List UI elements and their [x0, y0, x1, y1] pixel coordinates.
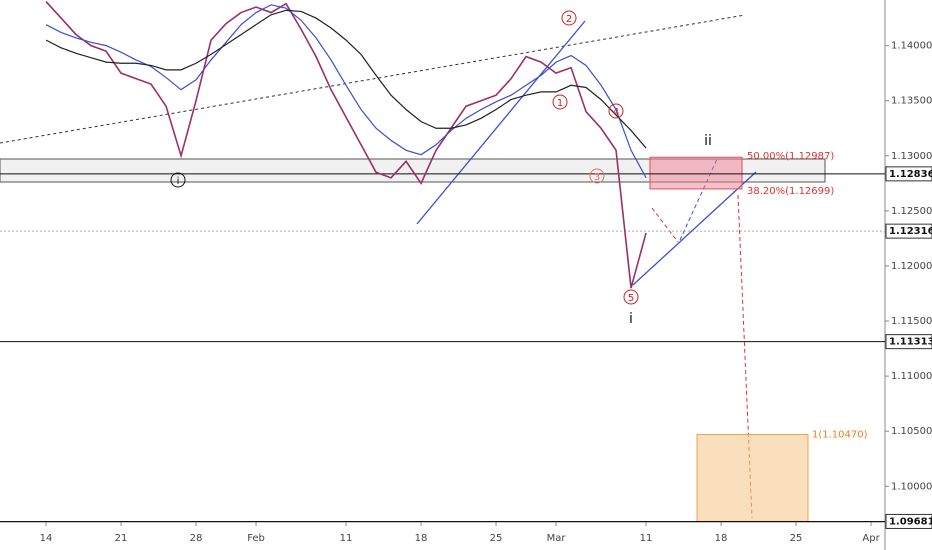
arrow — [651, 207, 679, 243]
wave-label: ii — [704, 133, 712, 149]
series-line — [45, 1, 647, 289]
x-tick-label: Mar — [547, 533, 567, 544]
level-label-box — [885, 334, 932, 350]
wave-label: 3 — [594, 172, 600, 183]
wave-circle — [561, 10, 577, 26]
wave-label: 2 — [566, 14, 572, 25]
x-tick-label: 11 — [640, 533, 653, 544]
level-label-box — [885, 223, 932, 239]
x-tick-label: 21 — [115, 533, 128, 544]
level-label: 1.12836 — [889, 169, 932, 180]
x-tick-label: 25 — [490, 533, 503, 544]
x-tick-label: 18 — [415, 533, 428, 544]
y-tick-label: 1.11000 — [891, 371, 932, 382]
x-tick-label: 14 — [40, 533, 53, 544]
wave-circle — [608, 103, 624, 119]
fib-label: 50.00%(1.12987) — [747, 151, 834, 162]
wave-circle — [623, 289, 639, 305]
y-tick-label: 1.11500 — [891, 316, 932, 327]
x-tick-label: 18 — [715, 533, 728, 544]
series-line — [45, 9, 647, 149]
wave-circle — [170, 172, 186, 188]
fib-label: 1(1.10470) — [812, 430, 868, 441]
wave-label: 1 — [557, 98, 563, 109]
wave-label: i — [629, 311, 633, 327]
wave-label: i — [177, 176, 180, 187]
x-tick-label: 28 — [190, 533, 203, 544]
fib-label: 38.20%(1.12699) — [747, 186, 834, 197]
wave-label: 4 — [613, 107, 619, 118]
level-label: 1.11313 — [889, 337, 932, 348]
level-label-box — [885, 166, 932, 182]
y-tick-label: 1.12500 — [891, 206, 932, 217]
wave-label: 5 — [628, 293, 634, 304]
wave-circle — [589, 168, 605, 184]
y-tick-label: 1.12000 — [891, 261, 932, 272]
level-label: 1.09681 — [889, 516, 932, 527]
y-tick-label: 1.14000 — [891, 41, 932, 52]
arrow — [679, 156, 719, 241]
x-tick-label: 25 — [790, 533, 803, 544]
trend-line — [416, 20, 586, 225]
y-tick-label: 1.13500 — [891, 96, 932, 107]
y-tick-label: 1.10500 — [891, 426, 932, 437]
x-tick-label: Apr — [862, 533, 880, 544]
level-label: 1.12316 — [889, 226, 932, 237]
y-tick-label: 1.13000 — [891, 151, 932, 162]
fib-box — [649, 156, 743, 190]
x-tick-label: 11 — [340, 533, 353, 544]
wave-circle — [552, 94, 568, 110]
trend-line — [632, 171, 757, 286]
target-box — [696, 434, 809, 522]
x-tick-label: Feb — [247, 533, 265, 544]
level-label-box — [885, 513, 932, 529]
y-tick-label: 1.10000 — [891, 481, 932, 492]
